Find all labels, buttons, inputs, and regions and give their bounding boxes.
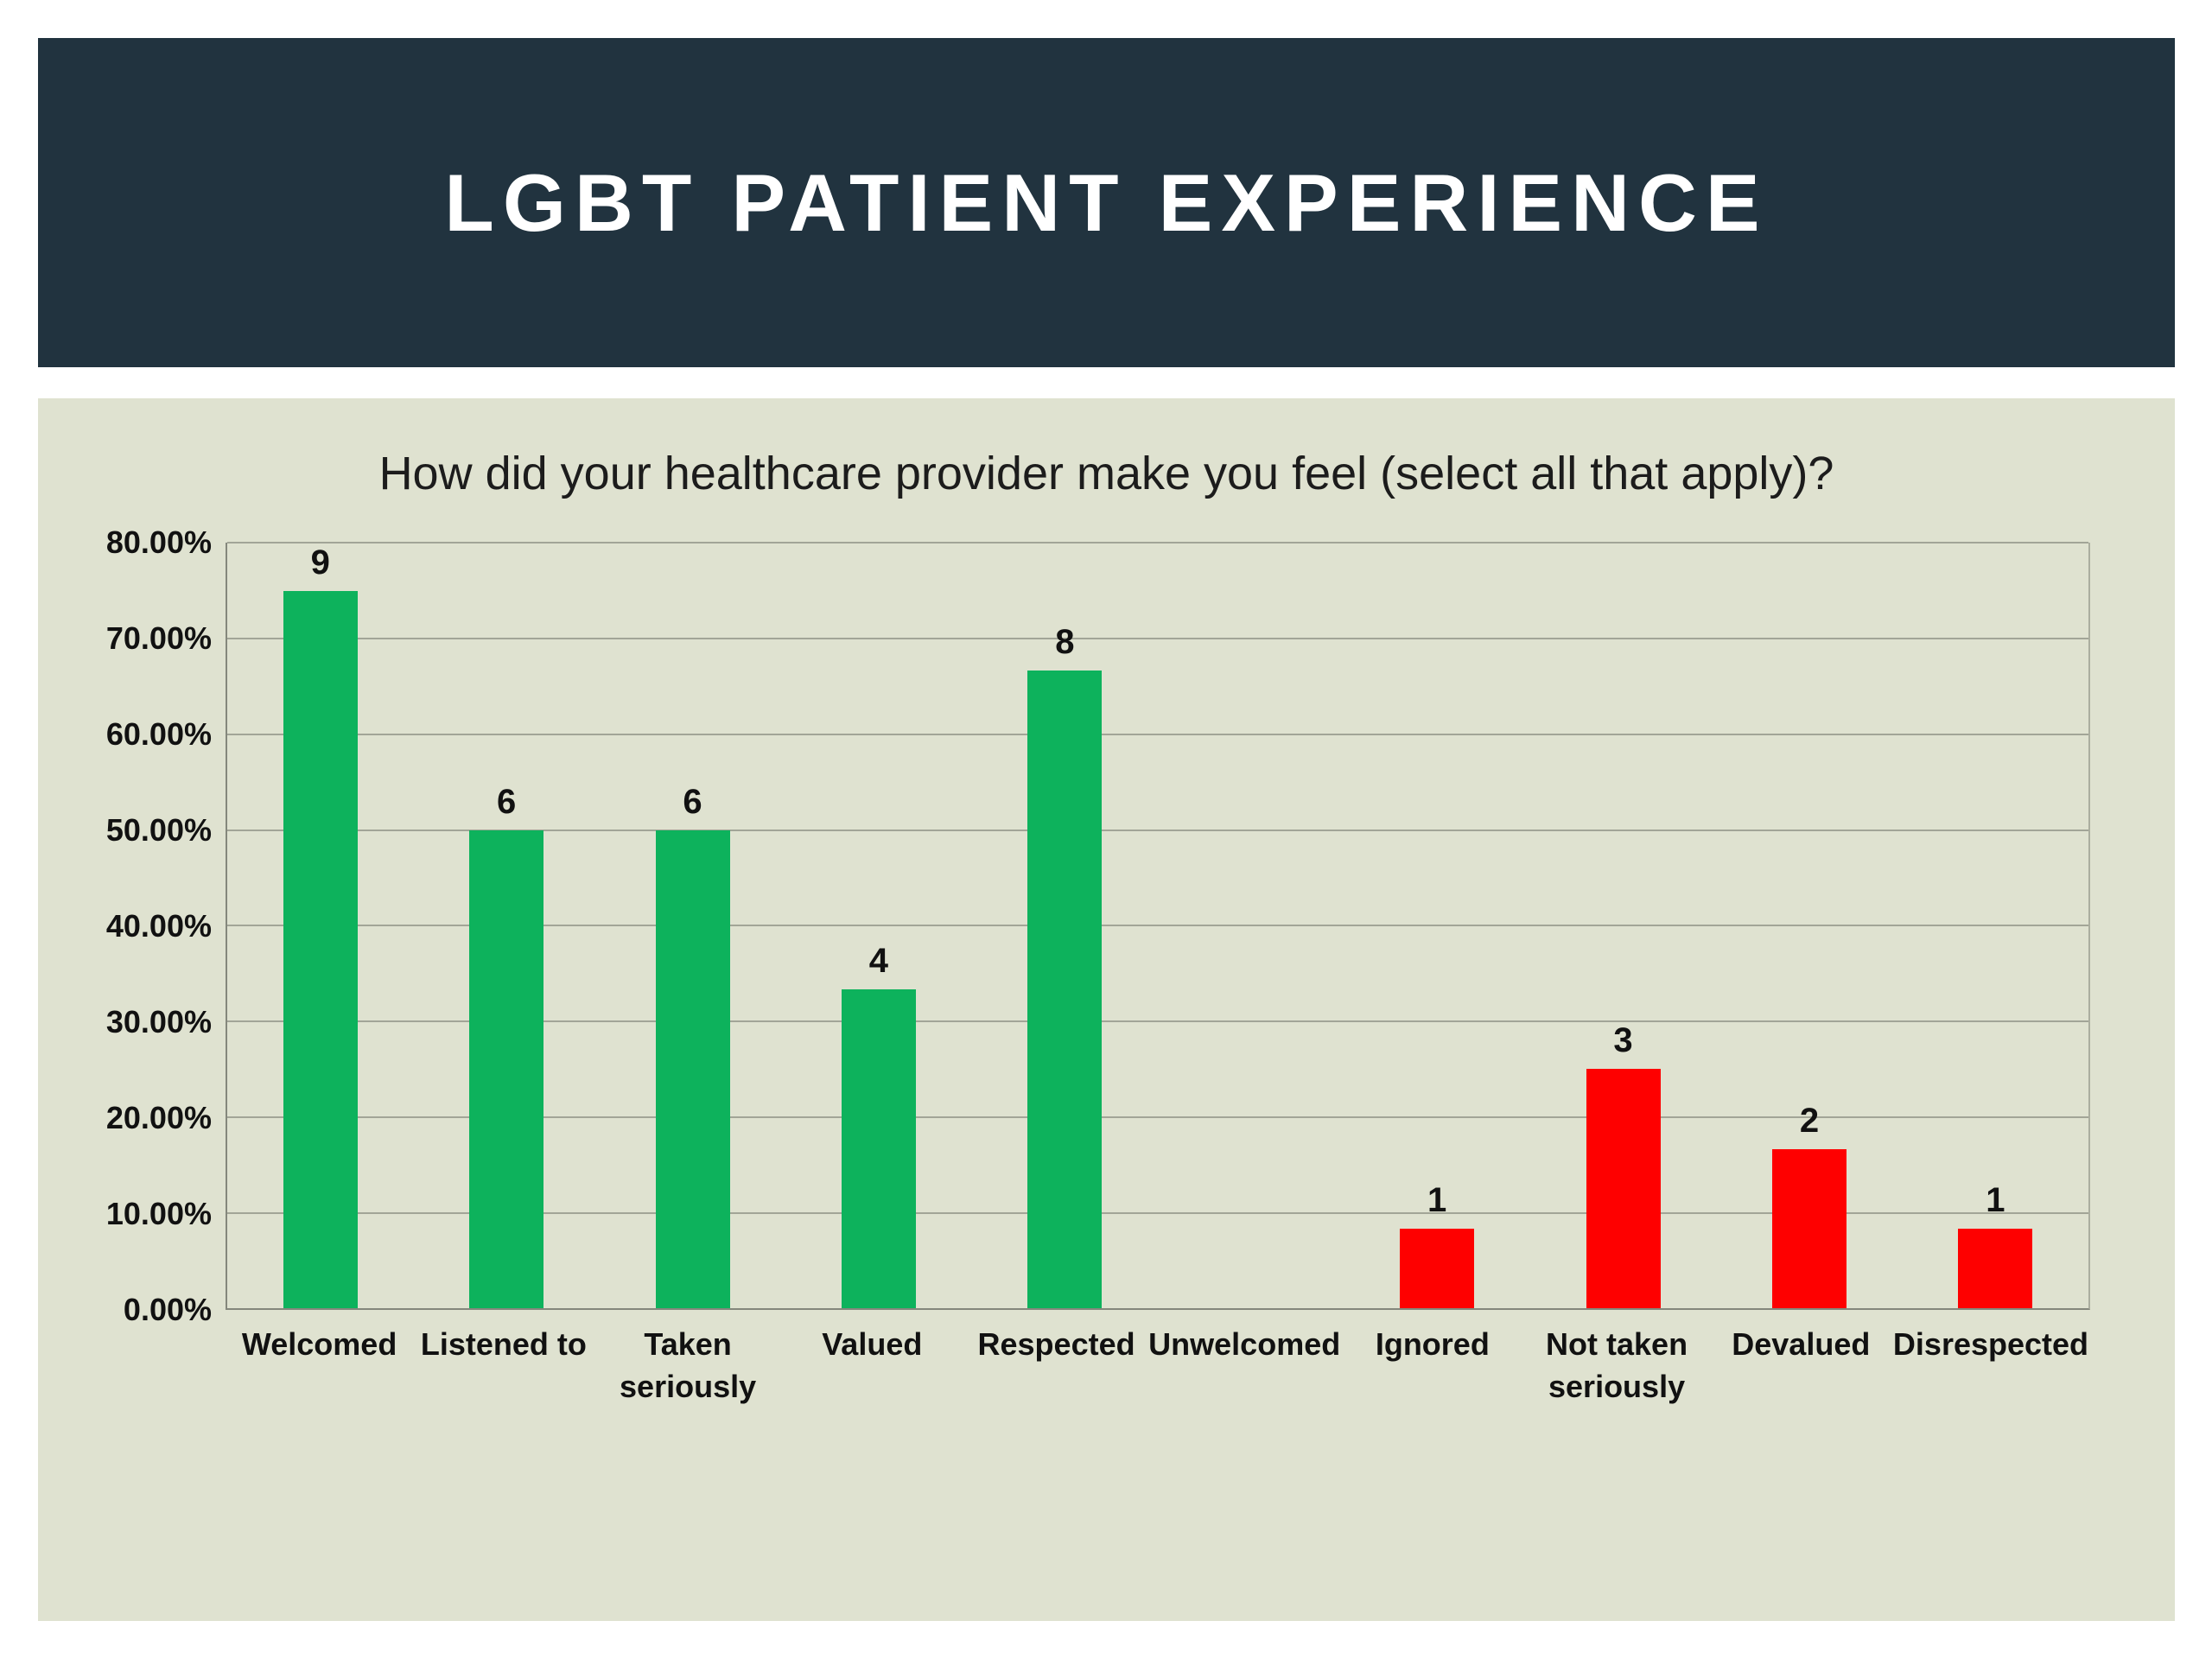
bar-slot <box>1158 543 1344 1308</box>
bar-respected: 8 <box>1027 623 1103 1309</box>
x-tick-label: Taken seriously <box>620 1326 757 1404</box>
gridline <box>227 925 2088 927</box>
y-tick-label: 0.00% <box>123 1292 212 1328</box>
bar-value-label: 4 <box>868 942 889 981</box>
bar-slot: 1 <box>1344 543 1529 1309</box>
y-tick-label: 10.00% <box>105 1196 212 1232</box>
bar-valued: 4 <box>841 942 916 1309</box>
gridline <box>227 542 2088 544</box>
bars-container: 9 6 6 4 8 1 3 2 1 <box>227 543 2088 1309</box>
slide-title: LGBT PATIENT EXPERIENCE <box>444 156 1769 248</box>
y-tick-label: 60.00% <box>105 716 212 753</box>
bar-welcomed: 9 <box>283 543 358 1309</box>
bar-slot: 6 <box>413 543 599 1309</box>
bar-value-label: 2 <box>1799 1101 1820 1140</box>
bar-slot: 8 <box>972 543 1158 1309</box>
bar-value-label: 3 <box>1613 1021 1633 1060</box>
bar-value-label: 6 <box>496 782 517 821</box>
chart-panel: How did your healthcare provider make yo… <box>38 398 2175 1621</box>
bar-devalued: 2 <box>1771 1102 1847 1309</box>
gridline <box>227 733 2088 735</box>
bar-ignored: 1 <box>1400 1181 1475 1309</box>
y-tick-label: 50.00% <box>105 812 212 849</box>
x-tick-label: Valued <box>822 1326 923 1363</box>
gridline <box>227 1116 2088 1118</box>
bar-slot: 3 <box>1530 543 1716 1309</box>
x-tick-label: Ignored <box>1375 1326 1490 1363</box>
x-axis: Welcomed Listened to Taken seriously Valued R… <box>227 1324 2088 1408</box>
y-tick-label: 40.00% <box>105 908 212 944</box>
bar-slot: 6 <box>600 543 785 1309</box>
x-tick-label: Disrespected <box>1892 1326 2089 1363</box>
bar-disrespected: 1 <box>1958 1181 2033 1309</box>
bar-not-taken-seriously: 3 <box>1586 1021 1661 1309</box>
gridline <box>227 638 2088 640</box>
y-tick-label: 20.00% <box>105 1100 212 1136</box>
bar-listened-to: 6 <box>469 783 544 1309</box>
y-tick-label: 30.00% <box>105 1004 212 1040</box>
y-tick-label: 70.00% <box>105 620 212 657</box>
x-tick-label: Listened to <box>420 1326 587 1363</box>
bar-slot: 9 <box>227 543 413 1309</box>
bar-value-label: 8 <box>1055 622 1075 661</box>
gridline <box>227 829 2088 831</box>
x-tick-label: Devalued <box>1732 1326 1871 1363</box>
x-tick-label: Unwelcomed <box>1148 1326 1341 1363</box>
bar-slot: 1 <box>1903 543 2088 1309</box>
bar-slot: 4 <box>785 543 971 1309</box>
plot-area: 9 6 6 4 8 1 3 2 1 <box>226 542 2090 1311</box>
slide-header: LGBT PATIENT EXPERIENCE <box>38 38 2175 367</box>
gridline <box>227 1211 2088 1214</box>
bar-value-label: 1 <box>1986 1181 2005 1220</box>
bar-chart: 0.00% 10.00% 20.00% 30.00% 40.00% 50.00% 60.00… <box>38 524 2175 1327</box>
x-tick-label: Welcomed <box>241 1326 397 1363</box>
y-axis: 0.00% 10.00% 20.00% 30.00% 40.00% 50.00% 60.00… <box>38 524 226 1327</box>
y-tick-label: 80.00% <box>105 524 212 561</box>
x-tick-label: Respected <box>977 1326 1135 1363</box>
bar-value-label: 1 <box>1427 1181 1447 1220</box>
chart-title: How did your healthcare provider make yo… <box>378 448 1834 499</box>
x-tick-label: Not taken seriously <box>1546 1326 1688 1404</box>
bar-taken-seriously: 6 <box>655 783 730 1309</box>
gridline <box>227 1020 2088 1023</box>
bar-value-label: 6 <box>683 782 702 821</box>
bar-slot: 2 <box>1716 543 1902 1309</box>
bar-value-label: 9 <box>310 543 330 582</box>
